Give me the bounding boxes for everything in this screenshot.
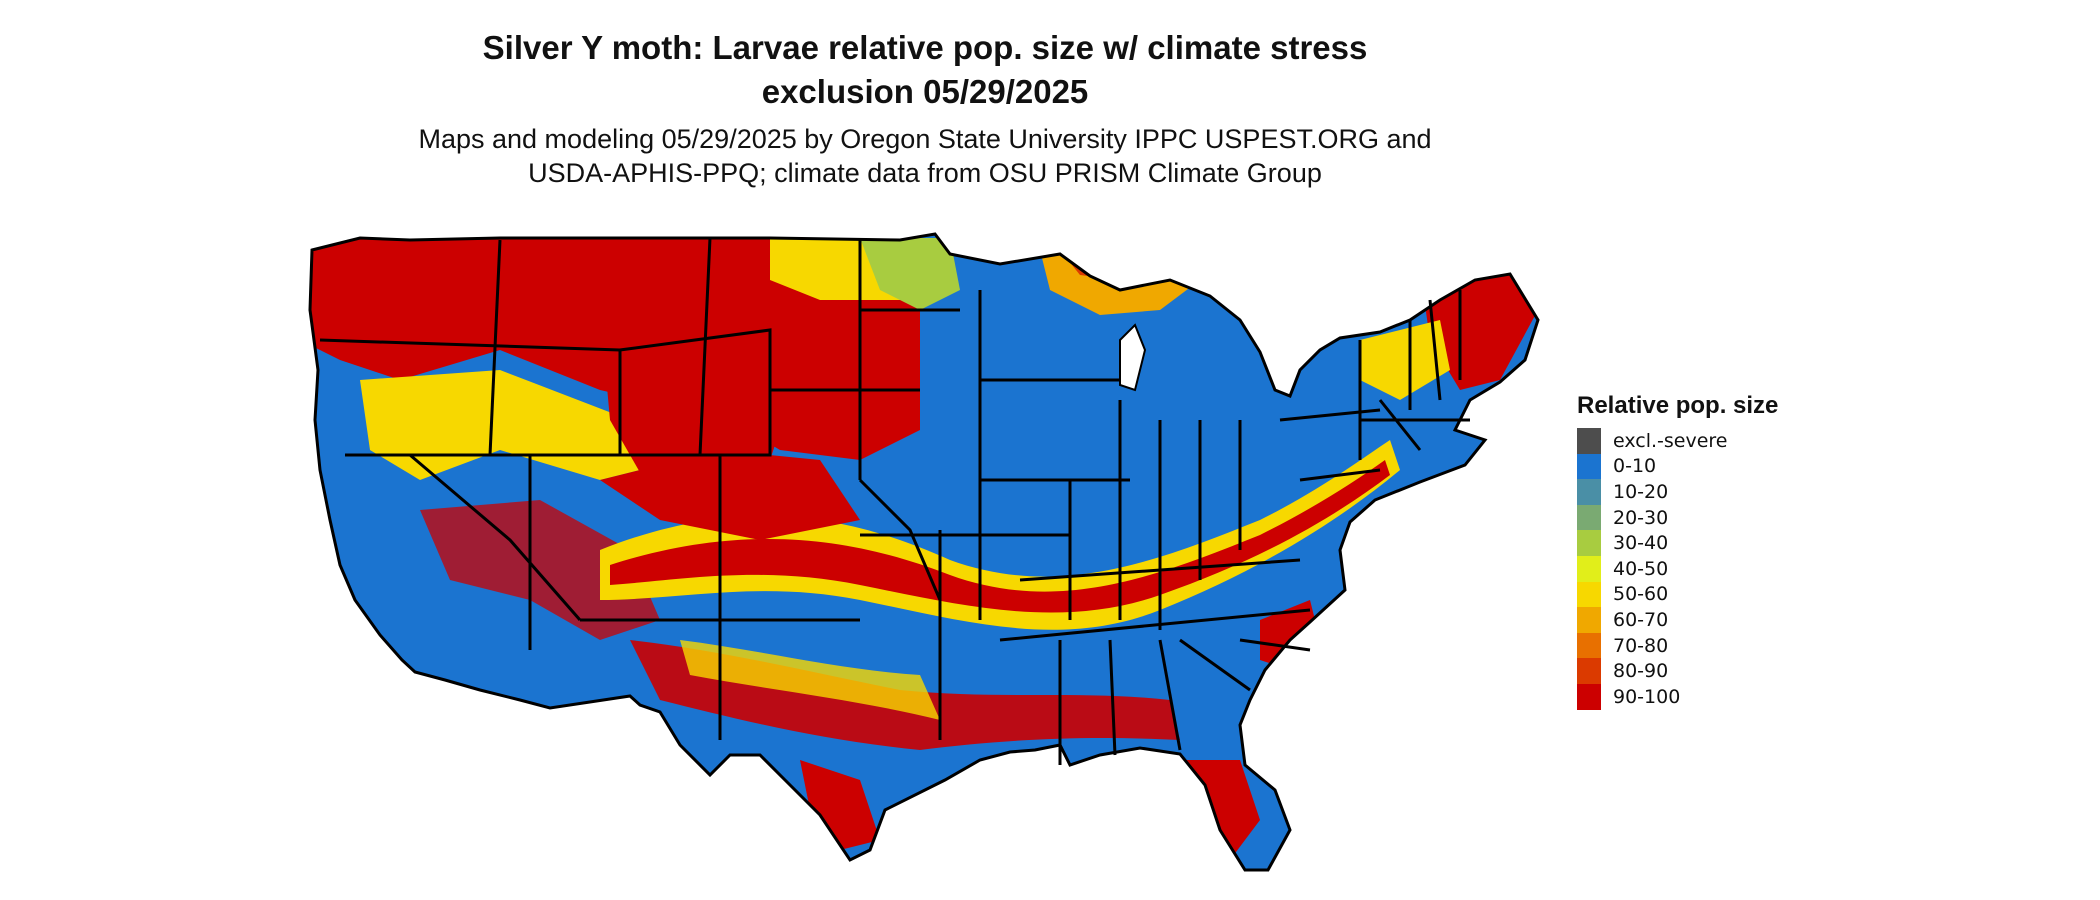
legend-title: Relative pop. size bbox=[1577, 392, 1779, 419]
legend-item: 10-20 bbox=[1577, 479, 1778, 505]
legend-label: 40-50 bbox=[1613, 557, 1669, 580]
lake-michigan bbox=[1119, 323, 1147, 392]
legend-label: 90-100 bbox=[1613, 685, 1681, 708]
heat-map-layers bbox=[310, 234, 1538, 870]
state-borders bbox=[308, 232, 1540, 872]
legend-swatch bbox=[1577, 453, 1601, 480]
state-border-line bbox=[1378, 399, 1422, 451]
state-border-line bbox=[409, 453, 582, 621]
state-border-line bbox=[858, 478, 942, 601]
south-texas-high-zone bbox=[800, 760, 880, 850]
legend-label: 50-60 bbox=[1613, 583, 1669, 606]
legend: Relative pop. size excl.-severe 0-10 10-20… bbox=[1577, 392, 1778, 710]
central-band-high bbox=[610, 460, 1390, 613]
map-subtitle-line-1: Maps and modeling 05/29/2025 by Oregon S… bbox=[418, 124, 1432, 154]
legend-swatch bbox=[1577, 683, 1601, 710]
state-border-line bbox=[1279, 408, 1381, 422]
legend-swatch bbox=[1577, 607, 1601, 633]
legend-label: 60-70 bbox=[1613, 608, 1669, 631]
great-basin-mixed-zone bbox=[360, 370, 680, 480]
wyoming-border bbox=[618, 328, 772, 457]
legend-item: 60-70 bbox=[1577, 607, 1778, 633]
legend-swatch bbox=[1577, 555, 1601, 582]
northern-plains-green-zone bbox=[860, 238, 960, 310]
map-title-line-1: Silver Y moth: Larvae relative pop. size… bbox=[482, 29, 1368, 66]
legend-item: 50-60 bbox=[1577, 581, 1778, 608]
legend-label: 80-90 bbox=[1613, 660, 1669, 683]
legend-item: 90-100 bbox=[1577, 683, 1778, 710]
map-title-line-2: exclusion 05/29/2025 bbox=[761, 73, 1089, 110]
colorado-high-zone bbox=[600, 450, 860, 540]
state-border-line bbox=[1108, 639, 1117, 756]
legend-item: 70-80 bbox=[1577, 632, 1778, 659]
state-border-line bbox=[1428, 299, 1442, 401]
state-border-line bbox=[319, 338, 621, 352]
new-york-yellow-zone bbox=[1360, 320, 1450, 400]
legend-item: 20-30 bbox=[1577, 504, 1778, 531]
legend-swatch bbox=[1577, 504, 1601, 531]
map-title: Silver Y moth: Larvae relative pop. size… bbox=[0, 26, 1850, 114]
legend-label: 30-40 bbox=[1613, 532, 1669, 555]
legend-swatch bbox=[1577, 479, 1601, 505]
state-border-line bbox=[1158, 639, 1182, 751]
legend-swatch bbox=[1577, 632, 1601, 659]
legend-item: excl.-severe bbox=[1577, 428, 1778, 454]
us-heat-map bbox=[308, 232, 1540, 872]
legend-swatch bbox=[1577, 428, 1601, 454]
legend-label: 0-10 bbox=[1613, 455, 1657, 478]
legend-item: 30-40 bbox=[1577, 530, 1778, 556]
state-border-line bbox=[698, 237, 712, 456]
desert-southwest-zone bbox=[420, 500, 660, 640]
southern-band-yellow bbox=[680, 640, 940, 720]
state-border-line bbox=[1179, 638, 1251, 692]
map-subtitle-line-2: USDA-APHIS-PPQ; climate data from OSU PR… bbox=[528, 158, 1322, 188]
state-border-line bbox=[1299, 468, 1381, 482]
state-border-line bbox=[488, 239, 502, 456]
legend-label: 10-20 bbox=[1613, 480, 1669, 503]
legend-swatch bbox=[1577, 530, 1601, 556]
central-band-yellow bbox=[600, 440, 1400, 630]
map-subtitle: Maps and modeling 05/29/2025 by Oregon S… bbox=[0, 122, 1850, 190]
legend-label: 70-80 bbox=[1613, 634, 1669, 657]
legend-items: excl.-severe 0-10 10-20 20-30 30-40 40-50 50-6… bbox=[1577, 428, 1778, 710]
state-border-line bbox=[1239, 638, 1311, 652]
rocky-mountain-zone bbox=[600, 310, 790, 490]
legend-item: 80-90 bbox=[1577, 658, 1778, 684]
legend-swatch bbox=[1577, 658, 1601, 684]
legend-item: 40-50 bbox=[1577, 555, 1778, 582]
legend-label: excl.-severe bbox=[1613, 429, 1728, 452]
state-border-line bbox=[1019, 558, 1301, 582]
state-border-line bbox=[999, 608, 1311, 642]
legend-item: 0-10 bbox=[1577, 453, 1778, 480]
legend-label: 20-30 bbox=[1613, 506, 1669, 529]
legend-swatch bbox=[1577, 581, 1601, 608]
